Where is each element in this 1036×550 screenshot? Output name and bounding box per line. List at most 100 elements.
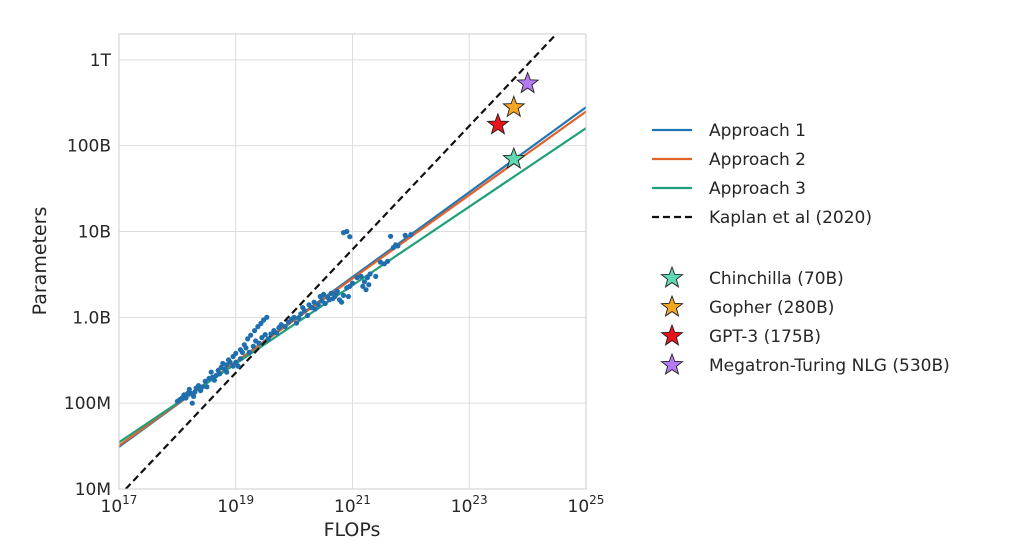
legend-star-swatch	[660, 323, 684, 346]
scatter-point	[264, 314, 270, 320]
scatter-point	[296, 315, 302, 321]
y-axis-label: Parameters	[29, 207, 51, 316]
x-axis-ticks: 1017 1019 1021 1023 1025	[101, 493, 605, 517]
scatter-point	[395, 243, 401, 249]
scatter-point	[237, 347, 243, 353]
scatter-point	[321, 291, 327, 297]
scatter-point	[385, 258, 391, 264]
scatter-point	[246, 349, 252, 355]
legend: Approach 1 Approach 2 Approach 3 Kaplan et …	[652, 121, 950, 376]
scatter-point	[262, 332, 268, 338]
scatter-point	[388, 233, 394, 239]
legend-label: Approach 3	[709, 179, 806, 199]
star-marker	[515, 71, 540, 94]
scatter-point	[183, 395, 189, 401]
scatter-point	[230, 363, 236, 369]
scatter-points	[174, 228, 414, 406]
scatter-point	[366, 282, 372, 288]
legend-star-swatch	[660, 294, 684, 317]
grid	[118, 34, 587, 490]
legend-label: Chinchilla (70B)	[709, 269, 844, 289]
scatter-point	[328, 290, 334, 296]
scatter-point	[195, 383, 202, 389]
y-axis-ticks: 10M 100M 1.0B 10B 100B 1T	[64, 51, 112, 500]
x-tick-label: 1025	[568, 493, 605, 517]
scatter-point	[344, 228, 350, 235]
scatter-point	[340, 292, 347, 298]
scatter-point	[361, 279, 367, 285]
scatter-point	[248, 332, 254, 338]
scatter-point	[237, 356, 243, 362]
scatter-point	[192, 389, 198, 395]
scatter-point	[402, 232, 408, 238]
scatter-point	[245, 336, 251, 342]
scatter-point	[204, 384, 210, 390]
legend-star-swatch	[660, 352, 684, 375]
scatter-point	[354, 275, 360, 281]
scatter-point	[278, 322, 284, 328]
scatter-point	[360, 283, 366, 289]
star-marker	[486, 112, 510, 135]
y-tick-label: 10M	[75, 480, 111, 500]
scatter-point	[305, 312, 311, 319]
scatter-point	[312, 306, 318, 312]
scatter-point	[347, 234, 353, 240]
star-marker	[502, 95, 526, 118]
scatter-point	[200, 384, 206, 390]
x-axis-label: FLOPs	[324, 519, 381, 541]
scatter-point	[186, 386, 192, 392]
scatter-point	[364, 275, 370, 281]
scatter-point	[345, 293, 351, 300]
scatter-point	[322, 300, 328, 307]
y-tick-label: 1.0B	[72, 308, 111, 328]
scatter-point	[189, 400, 195, 406]
legend-label: Megatron-Turing NLG (530B)	[709, 356, 950, 376]
scatter-point	[363, 287, 369, 293]
scatter-point	[306, 302, 312, 308]
scatter-point	[217, 371, 223, 377]
scatter-point	[367, 271, 373, 277]
scatter-point	[408, 232, 414, 238]
x-tick-label: 1021	[334, 493, 371, 517]
scatter-point	[265, 336, 271, 342]
scatter-point	[377, 259, 383, 265]
scatter-point	[252, 328, 258, 334]
y-tick-label: 100B	[67, 137, 111, 157]
scatter-point	[211, 377, 217, 383]
x-tick-label: 1023	[451, 493, 488, 517]
star-marker	[502, 146, 526, 169]
scatter-point	[224, 369, 230, 375]
series-line	[124, 34, 557, 489]
scatter-point	[274, 330, 280, 336]
scatter-point	[282, 324, 288, 330]
scatter-point	[233, 350, 239, 356]
legend-label: Gopher (280B)	[709, 298, 834, 318]
scatter-point	[311, 299, 317, 305]
y-tick-label: 10B	[78, 223, 111, 243]
legend-label: GPT-3 (175B)	[709, 327, 821, 347]
scatter-point	[259, 335, 265, 341]
scatter-point	[220, 360, 226, 367]
x-tick-label: 1019	[217, 493, 254, 517]
scatter-point	[298, 311, 304, 317]
scatter-point	[333, 290, 339, 296]
scatter-point	[300, 305, 306, 311]
scatter-point	[235, 363, 241, 369]
scatter-point	[358, 273, 364, 279]
y-tick-label: 1T	[90, 51, 112, 71]
scatter-point	[227, 359, 233, 365]
x-tick-label: 1017	[101, 493, 138, 517]
y-tick-label: 100M	[64, 394, 111, 414]
legend-label: Approach 2	[709, 150, 806, 170]
scatter-point	[373, 273, 379, 279]
legend-star-swatch	[660, 265, 684, 288]
scatter-point	[339, 299, 345, 305]
scatter-point	[241, 342, 247, 348]
scatter-point	[315, 302, 321, 308]
legend-label: Approach 1	[709, 121, 806, 141]
scatter-point	[250, 343, 256, 349]
legend-label: Kaplan et al (2020)	[709, 208, 872, 228]
model-markers	[486, 71, 540, 169]
scatter-point	[191, 393, 197, 399]
